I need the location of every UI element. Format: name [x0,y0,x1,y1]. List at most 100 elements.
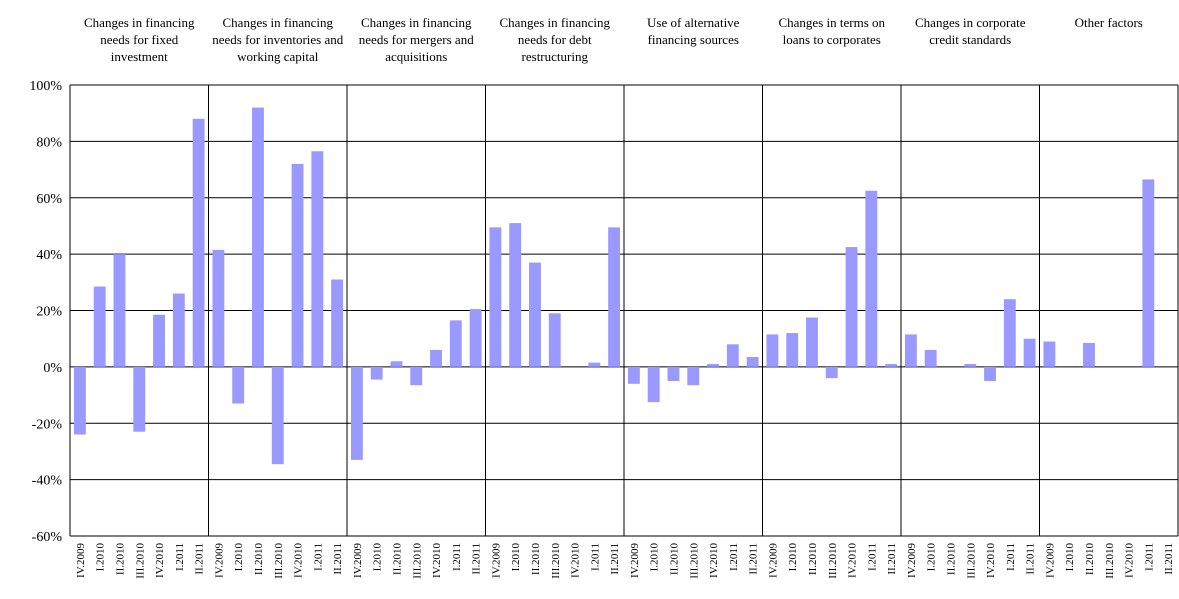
bar [1023,338,1036,367]
x-tick-label: II.2011 [1025,543,1037,575]
x-tick-label: IV.2009 [629,543,641,578]
y-tick-label: 60% [36,192,62,207]
x-tick-label: IV.2010 [293,543,305,578]
bar [885,364,898,367]
x-tick-label: II.2010 [114,543,126,576]
x-tick-label: II.2010 [391,543,403,576]
x-tick-label: I.2011 [1005,543,1017,571]
bar [430,349,442,367]
bar [548,313,561,367]
bar [232,366,245,404]
x-tick-label: I.2010 [372,543,384,572]
x-tick-label: III.2010 [688,543,700,579]
x-tick-label: I.2011 [1143,543,1155,571]
panel-title: Other factors [1074,15,1143,30]
bar [707,364,719,367]
x-tick-label: III.2010 [273,543,285,579]
bar [786,333,799,367]
bar [588,362,601,367]
x-tick-label: I.2011 [589,543,601,571]
bar [192,118,205,367]
x-tick-label: IV.2010 [1124,543,1136,578]
bar [806,317,818,367]
panel-title: Changes in financing needs for mergers a… [358,15,474,64]
y-tick-label: 40% [36,248,62,263]
bar [390,361,403,367]
x-tick-label: III.2010 [1104,543,1116,579]
x-tick-label: III.2010 [965,543,977,579]
bar [1003,299,1016,367]
x-tick-label: II.2010 [807,543,819,576]
x-tick-label: I.2010 [926,543,938,572]
x-tick-label: IV.2010 [154,543,166,578]
x-tick-label: IV.2009 [1044,543,1056,578]
bar [627,366,640,384]
x-tick-label: II.2011 [332,543,344,575]
bar [726,344,739,367]
y-tick-label: -40% [32,474,63,489]
bar [271,366,284,465]
bar [1142,179,1155,367]
panel-title: Changes in corporate credit standards [915,15,1026,47]
bar [311,151,324,367]
x-tick-label: III.2010 [134,543,146,579]
x-tick-label: II.2011 [886,543,898,575]
x-tick-label: II.2011 [748,543,760,575]
bar [964,364,977,367]
bar [746,357,759,367]
panel-title: Changes in financing needs for debt rest… [499,15,610,64]
bar [133,366,146,432]
x-tick-label: I.2011 [728,543,740,571]
x-tick-label: III.2010 [550,543,562,579]
bar [370,366,383,380]
panel-title: Changes in terms on loans to corporates [778,15,885,47]
x-tick-label: IV.2009 [352,543,364,578]
bar [509,223,522,367]
x-tick-label: I.2010 [95,543,107,572]
bar [252,107,264,367]
bar [212,249,225,367]
bar [1083,342,1095,367]
x-tick-label: I.2011 [866,543,878,571]
x-tick-label: IV.2009 [490,543,502,578]
bar [984,366,996,381]
x-tick-label: I.2011 [174,543,186,571]
bar [449,320,462,367]
x-tick-label: I.2010 [510,543,522,572]
bar [489,227,502,367]
bar [331,279,344,367]
x-tick-label: I.2010 [1064,543,1076,572]
x-tick-label: IV.2010 [570,543,582,578]
x-tick-label: II.2011 [609,543,621,575]
x-tick-label: IV.2009 [75,543,87,578]
y-tick-label: -20% [32,417,63,432]
bar [410,366,423,386]
x-tick-label: II.2011 [471,543,483,575]
x-tick-label: II.2010 [668,543,680,576]
bar [865,190,878,367]
x-tick-label: II.2011 [1163,543,1175,575]
bar [172,293,185,367]
x-tick-label: III.2010 [827,543,839,579]
x-tick-label: II.2010 [530,543,542,576]
y-tick-label: 0% [43,361,62,376]
x-tick-label: II.2010 [253,543,265,576]
bar [647,366,660,403]
bar [529,262,541,367]
bar [113,254,126,367]
y-tick-label: 80% [36,135,62,150]
x-tick-label: II.2011 [194,543,206,575]
x-tick-label: I.2010 [649,543,661,572]
y-tick-label: 100% [29,79,62,94]
bar [291,163,304,367]
x-tick-label: IV.2010 [847,543,859,578]
bar [608,227,621,367]
bar [904,334,917,367]
bar [469,309,482,367]
bar [825,366,838,379]
x-tick-label: I.2010 [787,543,799,572]
bar [1043,341,1056,367]
panel-title: Changes in financing needs for inventori… [212,15,344,64]
